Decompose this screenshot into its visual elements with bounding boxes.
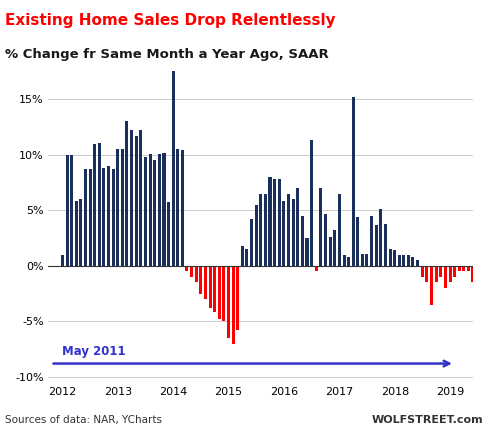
Bar: [430, 266, 433, 305]
Bar: [112, 169, 115, 266]
Bar: [130, 130, 133, 266]
Bar: [481, 266, 484, 290]
Bar: [79, 199, 82, 266]
Bar: [167, 203, 170, 266]
Bar: [102, 168, 105, 266]
Bar: [236, 266, 239, 330]
Bar: [351, 97, 355, 266]
Bar: [148, 154, 152, 266]
Bar: [301, 216, 304, 266]
Bar: [208, 266, 212, 308]
Bar: [158, 154, 161, 266]
Bar: [320, 188, 323, 266]
Text: May 2011: May 2011: [62, 345, 126, 358]
Bar: [259, 194, 262, 266]
Bar: [421, 266, 424, 277]
Bar: [98, 142, 101, 266]
Bar: [255, 205, 258, 266]
Bar: [324, 214, 327, 266]
Text: WOLFSTREET.com: WOLFSTREET.com: [371, 415, 483, 425]
Bar: [462, 266, 465, 271]
Bar: [144, 157, 147, 266]
Bar: [172, 72, 175, 266]
Bar: [338, 194, 341, 266]
Bar: [185, 266, 188, 271]
Bar: [439, 266, 443, 277]
Bar: [444, 266, 447, 288]
Bar: [343, 255, 346, 266]
Bar: [356, 217, 359, 266]
Bar: [453, 266, 456, 277]
Bar: [139, 130, 142, 266]
Bar: [190, 266, 193, 277]
Bar: [370, 216, 373, 266]
Bar: [328, 237, 332, 266]
Bar: [361, 253, 364, 266]
Bar: [384, 224, 387, 266]
Bar: [273, 179, 276, 266]
Bar: [375, 225, 378, 266]
Bar: [264, 194, 267, 266]
Bar: [411, 257, 414, 266]
Bar: [227, 266, 230, 338]
Bar: [486, 266, 488, 299]
Bar: [448, 266, 451, 283]
Bar: [291, 199, 295, 266]
Bar: [407, 255, 410, 266]
Bar: [476, 266, 479, 288]
Bar: [315, 266, 318, 271]
Bar: [195, 266, 198, 283]
Bar: [181, 150, 183, 266]
Bar: [379, 209, 382, 266]
Bar: [88, 169, 92, 266]
Bar: [117, 149, 120, 266]
Bar: [287, 194, 290, 266]
Bar: [398, 255, 401, 266]
Bar: [283, 201, 285, 266]
Bar: [70, 155, 73, 266]
Bar: [125, 122, 128, 266]
Bar: [310, 140, 313, 266]
Text: Sources of data: NAR, YCharts: Sources of data: NAR, YCharts: [5, 415, 162, 425]
Bar: [241, 246, 244, 266]
Bar: [153, 160, 156, 266]
Bar: [347, 257, 350, 266]
Bar: [296, 188, 299, 266]
Bar: [278, 179, 281, 266]
Bar: [232, 266, 235, 344]
Bar: [333, 230, 336, 266]
Bar: [245, 249, 248, 266]
Bar: [435, 266, 438, 283]
Bar: [388, 249, 391, 266]
Bar: [135, 136, 138, 266]
Bar: [107, 166, 110, 266]
Bar: [93, 144, 96, 266]
Text: % Change fr Same Month a Year Ago, SAAR: % Change fr Same Month a Year Ago, SAAR: [5, 48, 328, 61]
Bar: [75, 201, 78, 266]
Bar: [305, 238, 308, 266]
Bar: [471, 266, 474, 283]
Bar: [366, 253, 368, 266]
Bar: [458, 266, 461, 271]
Bar: [204, 266, 207, 299]
Bar: [163, 152, 165, 266]
Bar: [177, 149, 180, 266]
Bar: [223, 266, 225, 321]
Bar: [416, 260, 419, 266]
Bar: [426, 266, 428, 283]
Bar: [467, 266, 470, 271]
Bar: [268, 177, 271, 266]
Text: Existing Home Sales Drop Relentlessly: Existing Home Sales Drop Relentlessly: [5, 13, 336, 28]
Bar: [84, 169, 87, 266]
Bar: [213, 266, 216, 312]
Bar: [61, 255, 64, 266]
Bar: [393, 250, 396, 266]
Bar: [199, 266, 202, 293]
Bar: [218, 266, 221, 319]
Bar: [65, 155, 69, 266]
Bar: [121, 149, 124, 266]
Bar: [250, 219, 253, 266]
Bar: [402, 255, 405, 266]
